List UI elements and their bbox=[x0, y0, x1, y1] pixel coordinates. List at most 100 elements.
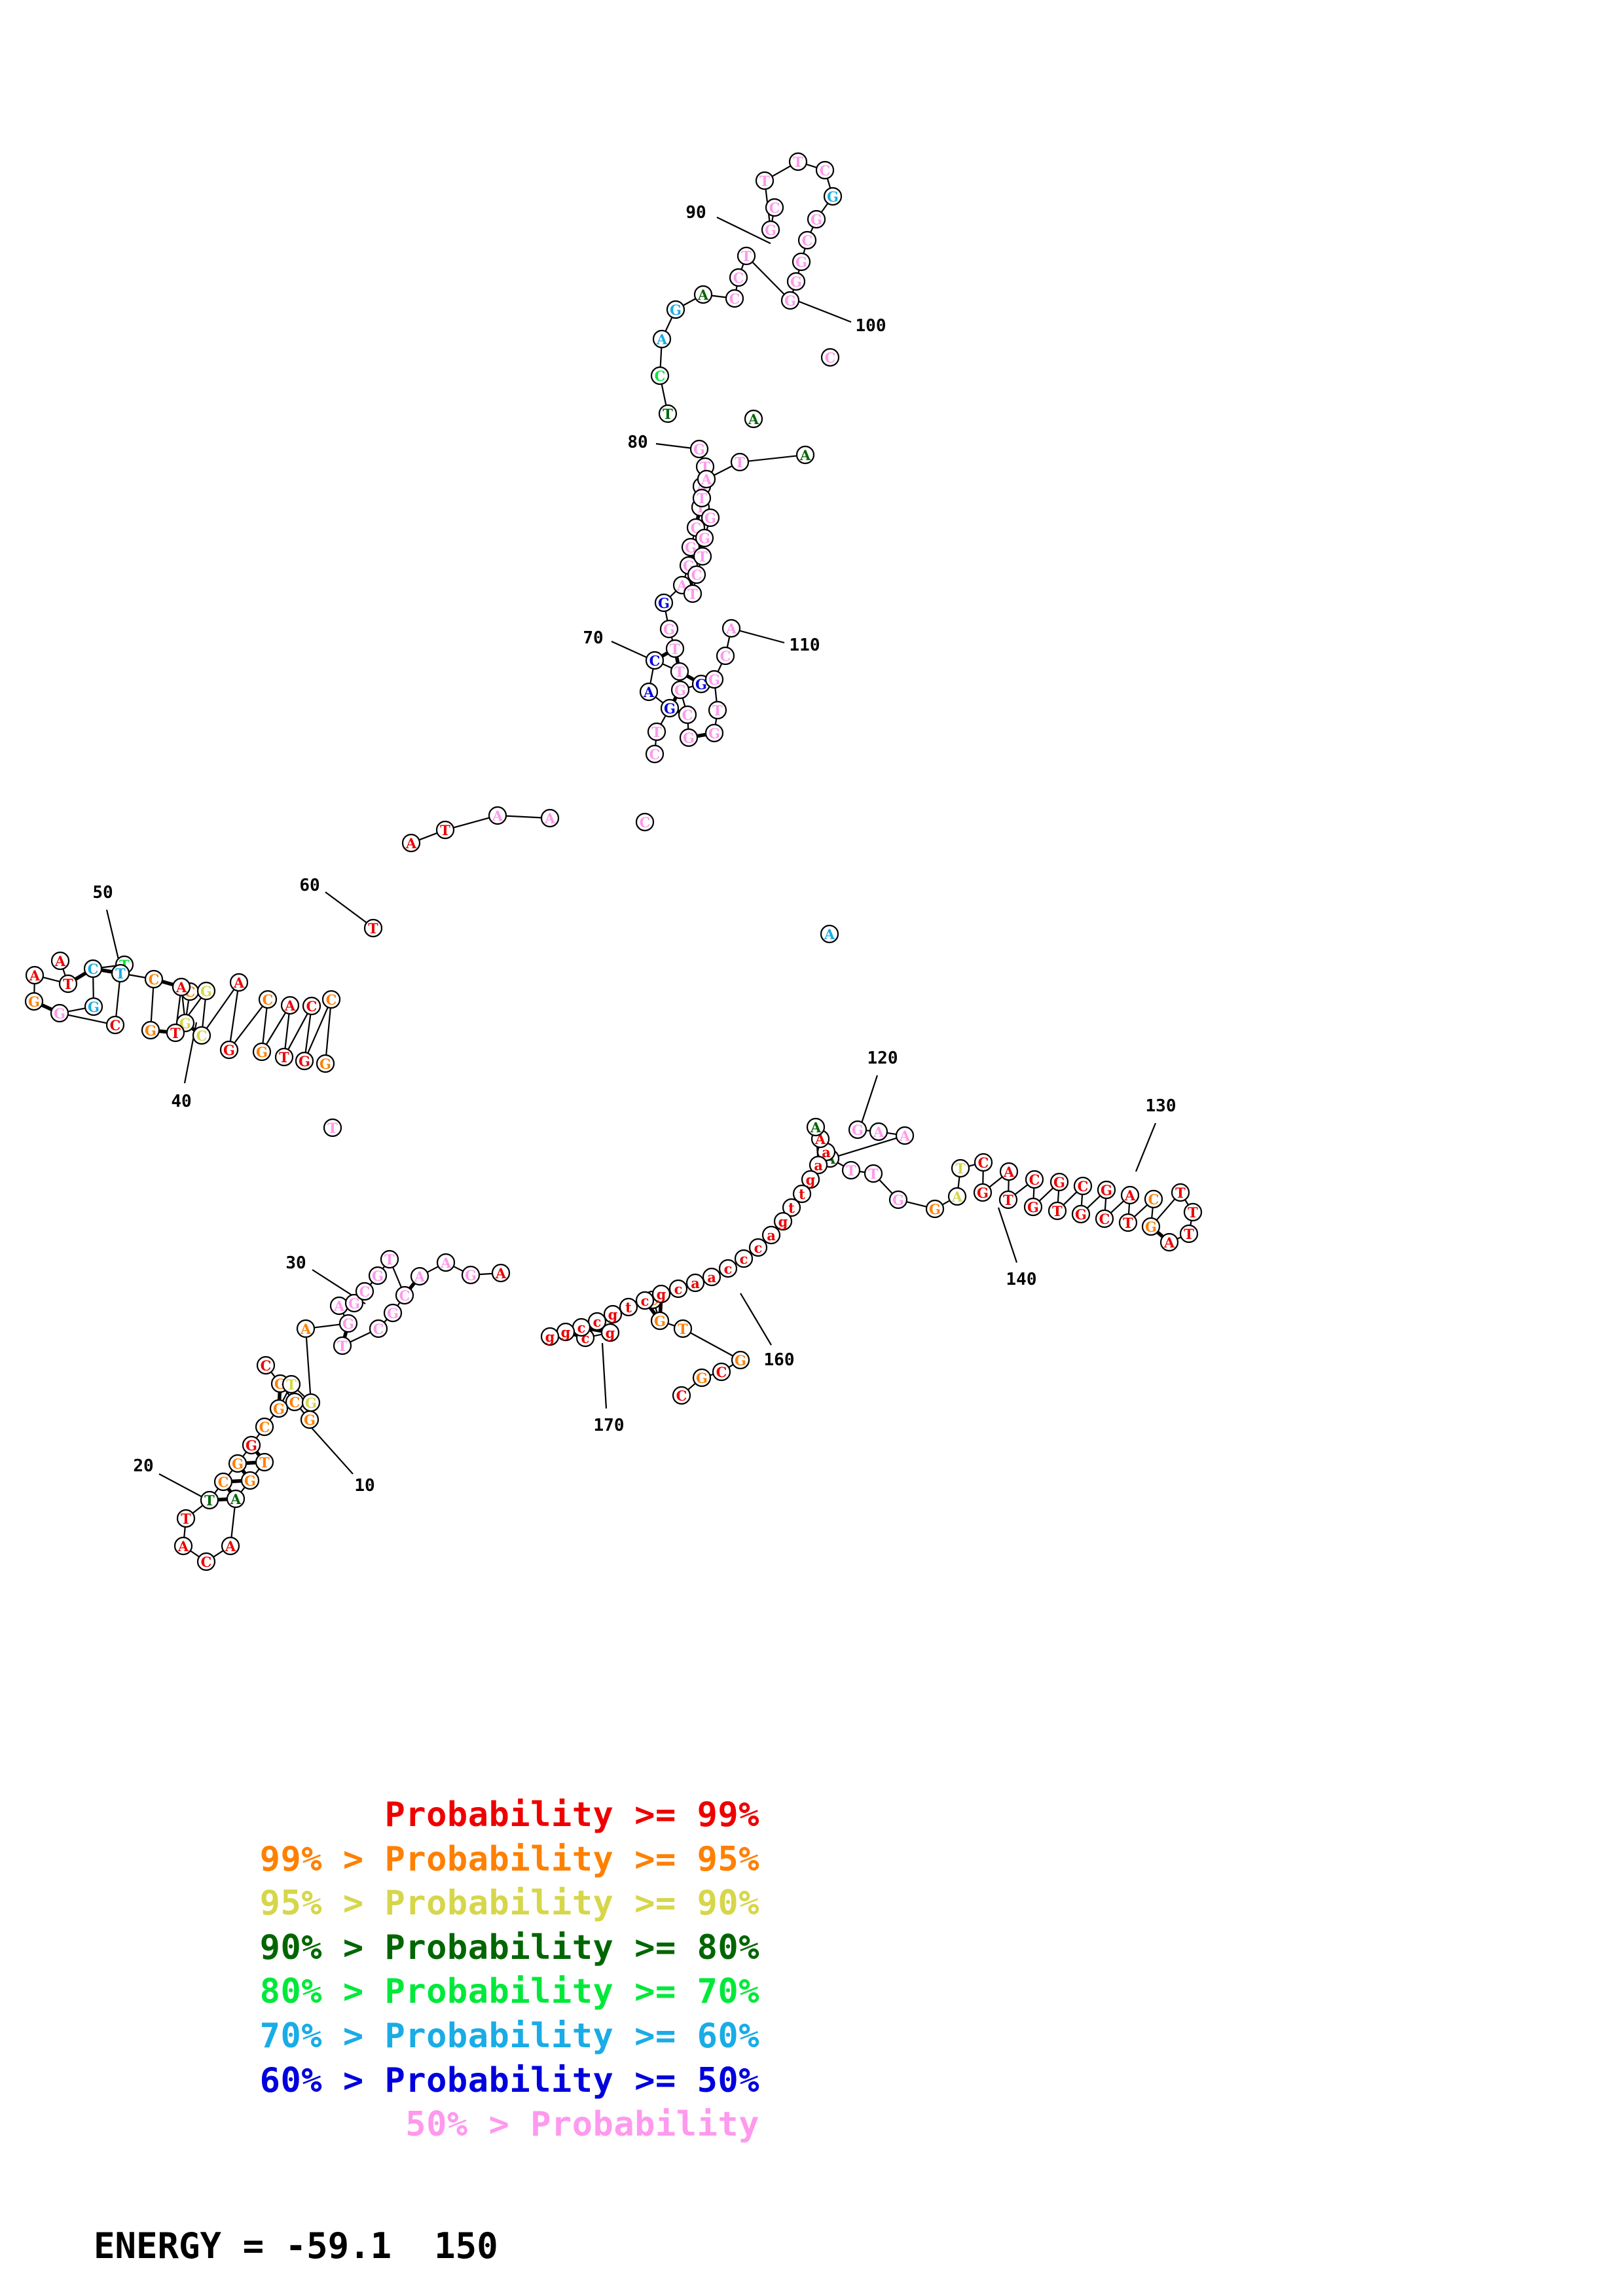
nucleotide-base-letter: T bbox=[1123, 1215, 1133, 1231]
nucleotide-base-letter: T bbox=[327, 1120, 338, 1136]
position-leader-line bbox=[307, 1423, 354, 1475]
position-label-170: 170 bbox=[594, 1416, 625, 1435]
nucleotide-base-letter: A bbox=[899, 1128, 911, 1144]
nucleotide-90: T bbox=[665, 639, 685, 658]
nucleotide-circle bbox=[795, 445, 815, 465]
nucleotide-27: T bbox=[282, 1374, 301, 1394]
nucleotide-89: G bbox=[659, 619, 679, 639]
position-label-30: 30 bbox=[285, 1253, 306, 1273]
nucleotide-base-letter: G bbox=[892, 1192, 904, 1208]
nucleotide-circle bbox=[226, 1489, 246, 1509]
nucleotide-181: g bbox=[651, 1284, 671, 1304]
nucleotide-base-letter: C bbox=[640, 814, 651, 831]
backbone-segment bbox=[740, 263, 744, 270]
nucleotide-base-letter: G bbox=[465, 1267, 477, 1283]
nucleotide-circle bbox=[658, 404, 678, 423]
nucleotide-base-letter: A bbox=[54, 953, 66, 969]
nucleotide-base-letter: C bbox=[1099, 1211, 1110, 1227]
nucleotide-base-letter: G bbox=[811, 211, 822, 228]
nucleotide-141: T bbox=[864, 1164, 883, 1183]
nucleotide-45: G bbox=[175, 1013, 195, 1033]
nucleotide-47: T bbox=[166, 1023, 185, 1043]
nucleotide-circle bbox=[801, 1170, 820, 1189]
backbone-segment bbox=[714, 465, 733, 476]
backbone-segment bbox=[262, 1007, 268, 1044]
nucleotide-base-letter: C bbox=[676, 1388, 687, 1404]
nucleotide-15: G bbox=[240, 1471, 260, 1490]
nucleotide-circle bbox=[1118, 1213, 1138, 1232]
nucleotide-circle bbox=[761, 1225, 781, 1245]
nucleotide-65: G bbox=[24, 992, 44, 1011]
nucleotide-170: g bbox=[801, 1170, 820, 1189]
nucleotide-base-letter: C bbox=[716, 1364, 727, 1380]
backbone-segment bbox=[453, 1265, 464, 1272]
nucleotide-circle bbox=[685, 1273, 705, 1293]
nucleotide-base-letter: A bbox=[495, 1265, 507, 1282]
nucleotide-63: T bbox=[58, 974, 78, 994]
nucleotide-60: T bbox=[363, 918, 383, 938]
nucleotide-circle bbox=[660, 698, 680, 718]
nucleotide-base-letter: c bbox=[577, 1319, 586, 1336]
nucleotide-base-letter: G bbox=[795, 254, 807, 270]
nucleotide-base-letter: C bbox=[682, 707, 693, 723]
nucleotide-127: G bbox=[704, 670, 724, 689]
nucleotide-base-letter: G bbox=[663, 621, 675, 637]
nucleotide-143: G bbox=[925, 1199, 945, 1219]
nucleotide-circle bbox=[841, 1160, 861, 1180]
nucleotide-circle bbox=[316, 1054, 335, 1073]
nucleotide-circle bbox=[670, 662, 689, 681]
nucleotide-base-letter: G bbox=[674, 682, 686, 698]
nucleotide-13: C bbox=[256, 1355, 276, 1375]
nucleotide-base-letter: G bbox=[305, 1395, 317, 1411]
nucleotide-109: T bbox=[658, 404, 678, 423]
nucleotide-base-letter: G bbox=[929, 1201, 941, 1217]
nucleotide-117: G bbox=[695, 528, 714, 548]
nucleotide-79: C bbox=[645, 744, 665, 764]
backbone-segment bbox=[665, 611, 668, 621]
nucleotide-base-letter: c bbox=[593, 1314, 602, 1330]
position-label-80: 80 bbox=[627, 433, 647, 452]
nucleotide-circle bbox=[252, 1042, 272, 1062]
backbone-segment bbox=[714, 687, 718, 702]
nucleotide-base-letter: G bbox=[145, 1022, 156, 1039]
nucleotide-164: T bbox=[1179, 1224, 1199, 1244]
nucleotide-base-letter: C bbox=[149, 971, 160, 988]
position-label-160: 160 bbox=[764, 1350, 795, 1370]
legend-row-70: 80% > Probability >= 70% bbox=[259, 1972, 759, 2012]
nucleotide-base-letter: A bbox=[544, 810, 556, 827]
backbone-segment bbox=[101, 965, 117, 969]
nucleotide-base-letter: G bbox=[790, 274, 802, 290]
nucleotide-4: G bbox=[692, 1368, 712, 1388]
backbone-segment bbox=[689, 1332, 734, 1357]
backbone-segment bbox=[67, 1014, 107, 1024]
nucleotide-circle bbox=[1141, 1217, 1161, 1236]
nucleotide-40: A bbox=[410, 1266, 429, 1286]
nucleotide-base-letter: C bbox=[649, 746, 661, 762]
nucleotide-55: T bbox=[274, 1047, 294, 1067]
backbone-segment bbox=[190, 1550, 200, 1558]
legend-row-90: 95% > Probability >= 90% bbox=[259, 1884, 759, 1924]
legend-row-99: Probability >= 99% bbox=[384, 1795, 759, 1835]
nucleotide-172: t bbox=[782, 1198, 801, 1217]
backbone-segment bbox=[255, 1433, 261, 1439]
nucleotide-base-letter: C bbox=[326, 992, 337, 1008]
backbone-segment bbox=[150, 987, 155, 1022]
position-leader-line bbox=[716, 217, 771, 244]
backbone-segment bbox=[284, 1013, 290, 1049]
nucleotide-circle bbox=[1144, 1189, 1163, 1209]
nucleotide-circle bbox=[105, 1015, 125, 1035]
nucleotide-circle bbox=[344, 1293, 364, 1313]
backbone-segment bbox=[325, 1007, 331, 1056]
nucleotide-187: g bbox=[556, 1322, 575, 1342]
nucleotide-base-letter: A bbox=[230, 1491, 242, 1507]
backbone-segment bbox=[453, 817, 490, 829]
nucleotide-circle bbox=[673, 1319, 693, 1338]
nucleotide-base-letter: A bbox=[300, 1321, 312, 1337]
nucleotide-base-letter: G bbox=[735, 1352, 746, 1369]
nucleotide-126: C bbox=[716, 646, 735, 666]
nucleotide-base-letter: A bbox=[748, 411, 759, 427]
nucleotide-base-letter: G bbox=[696, 1370, 708, 1386]
position-label-60: 60 bbox=[299, 876, 319, 895]
nucleotide-circle bbox=[282, 1374, 301, 1394]
nucleotide-base-letter: T bbox=[1175, 1185, 1186, 1201]
